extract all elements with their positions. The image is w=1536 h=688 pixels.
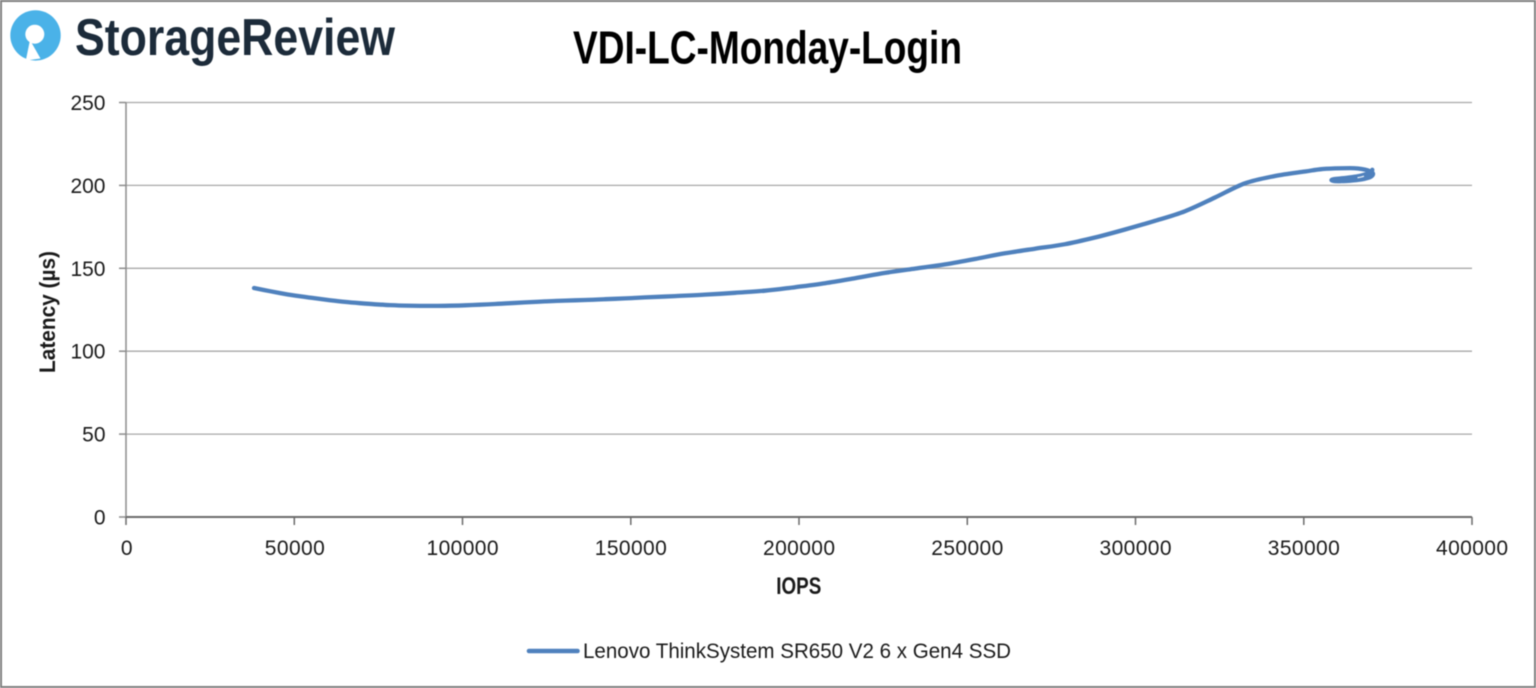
svg-text:Latency (µs): Latency (µs) bbox=[35, 251, 60, 373]
svg-text:250: 250 bbox=[70, 92, 105, 115]
svg-text:400000: 400000 bbox=[1436, 537, 1508, 560]
svg-text:250000: 250000 bbox=[931, 537, 1003, 560]
svg-text:150: 150 bbox=[70, 258, 105, 281]
svg-text:StorageReview: StorageReview bbox=[75, 9, 395, 67]
svg-text:350000: 350000 bbox=[1268, 537, 1340, 560]
svg-text:VDI-LC-Monday-Login: VDI-LC-Monday-Login bbox=[573, 22, 962, 74]
svg-text:200: 200 bbox=[70, 175, 105, 198]
svg-text:IOPS: IOPS bbox=[776, 573, 821, 600]
svg-text:Lenovo ThinkSystem SR650 V2 6: Lenovo ThinkSystem SR650 V2 6 x Gen4 SSD bbox=[583, 640, 1011, 663]
svg-text:100: 100 bbox=[70, 341, 105, 364]
svg-text:50000: 50000 bbox=[265, 537, 325, 560]
svg-text:300000: 300000 bbox=[1100, 537, 1172, 560]
svg-text:150000: 150000 bbox=[595, 537, 667, 560]
svg-text:0: 0 bbox=[121, 537, 133, 560]
svg-text:50: 50 bbox=[82, 424, 105, 447]
svg-text:100000: 100000 bbox=[427, 537, 499, 560]
svg-text:0: 0 bbox=[94, 507, 106, 530]
svg-text:200000: 200000 bbox=[763, 537, 835, 560]
